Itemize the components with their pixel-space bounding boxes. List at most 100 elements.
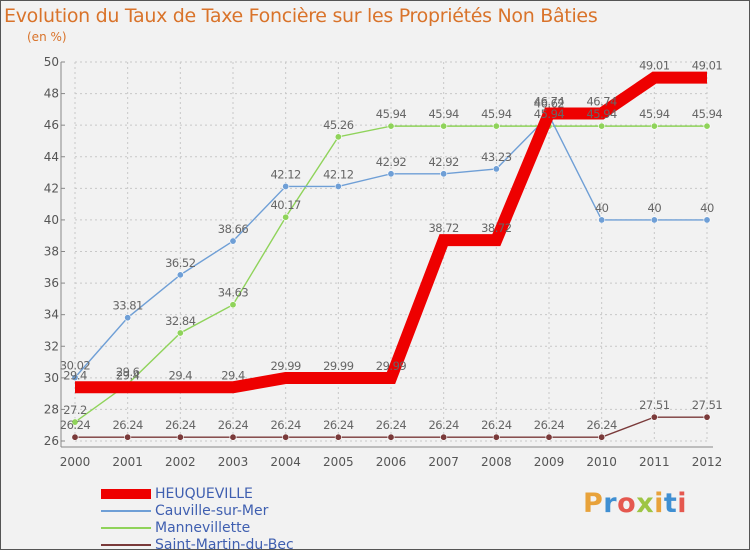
legend-swatch [101,510,151,512]
logo-letter: P [583,488,604,519]
data-point [124,433,132,441]
logo-letter: t [663,488,678,519]
data-label: 29.99 [376,359,407,373]
data-label: 27.51 [692,398,723,412]
y-tick-label: 38 [44,245,59,259]
x-tick-label: 2002 [165,455,196,469]
logo-letter: r [603,488,618,519]
data-label: 29.4 [63,368,87,382]
data-label: 26.24 [112,418,143,432]
y-tick-label: 40 [44,213,59,227]
data-label: 45.94 [692,107,723,121]
data-label: 26.24 [165,418,196,432]
data-label: 46.62 [534,96,565,110]
data-label: 27.2 [63,403,87,417]
chart-subtitle: (en %) [27,30,67,44]
data-label: 38.72 [428,221,459,235]
y-tick-label: 44 [44,150,59,164]
data-point [387,433,395,441]
data-point [229,301,237,309]
axes: 26 28 30 32 34 36 38 40 42 44 46 48 50 2000 2001 2002 20… [44,55,723,469]
data-label: 46.74 [534,94,565,108]
data-label: 26.24 [323,418,354,432]
data-label: 26.24 [428,418,459,432]
x-tick-label: 2003 [218,455,249,469]
data-label: 40 [595,201,609,215]
data-label: 26.24 [534,418,565,432]
data-label: 42.92 [428,155,459,169]
legend-swatch [101,489,151,499]
legend-label: Mannevillette [155,520,251,536]
data-point [703,413,711,421]
data-label: 40 [648,201,662,215]
data-label: 33.81 [112,299,143,313]
data-label: 26.24 [586,418,617,432]
data-label: 27.51 [639,398,670,412]
data-point [492,165,500,173]
data-point [650,413,658,421]
y-tick-label: 28 [44,402,59,416]
series-line-heuqueville [75,71,707,394]
x-tick-label: 2012 [692,455,723,469]
chart-title: Evolution du Taux de Taxe Foncière sur l… [4,5,598,27]
logo-letter: i [677,488,688,519]
data-label: 42.12 [323,167,354,181]
logo-letter: i [654,488,664,519]
logo-letter: o [617,488,637,519]
data-label: 29.6 [116,365,140,379]
data-point [229,237,237,245]
data-point [387,122,395,130]
data-label: 29.4 [221,368,245,382]
data-point [440,122,448,130]
data-point [440,170,448,178]
x-tick-label: 2010 [586,455,617,469]
proxiti-logo: Proxiti [583,488,687,519]
data-label: 42.12 [270,167,301,181]
data-label: 45.94 [481,107,512,121]
data-point [71,433,79,441]
data-point [334,182,342,190]
series-lines [71,71,711,441]
data-label: 46.74 [586,94,617,108]
y-tick-label: 34 [44,308,59,322]
data-label: 34.63 [218,286,249,300]
y-tick-label: 46 [44,118,59,132]
data-point [598,216,606,224]
data-point [703,216,711,224]
x-tick-label: 2008 [481,455,512,469]
x-tick-label: 2004 [270,455,301,469]
y-tick-label: 42 [44,181,59,195]
data-label: 29.99 [270,359,301,373]
data-point [176,271,184,279]
data-label: 32.84 [165,314,196,328]
x-tick-label: 2000 [60,455,91,469]
data-point [492,122,500,130]
data-point [229,433,237,441]
data-point [282,213,290,221]
data-label: 43.23 [481,150,512,164]
legend-swatch [101,544,151,546]
data-point [176,329,184,337]
data-point [282,433,290,441]
data-label: 26.24 [60,418,91,432]
data-label: 45.26 [323,118,354,132]
legend-label: Cauville-sur-Mer [155,503,269,519]
x-tick-label: 2011 [639,455,670,469]
data-label: 45.94 [639,107,670,121]
x-tick-label: 2007 [428,455,459,469]
data-label: 49.01 [692,59,723,73]
legend-swatch [101,527,151,529]
logo-letter: x [636,488,655,519]
x-tick-label: 2001 [112,455,143,469]
data-point [598,122,606,130]
data-point [176,433,184,441]
data-point [387,170,395,178]
legend-label: HEUQUEVILLE [155,486,253,502]
x-tick-label: 2006 [376,455,407,469]
data-point [282,182,290,190]
data-label: 26.24 [218,418,249,432]
data-labels: 29.4 29.4 29.4 29.4 29.99 29.99 29.99 38.72 38.7… [60,59,723,433]
data-point [334,133,342,141]
